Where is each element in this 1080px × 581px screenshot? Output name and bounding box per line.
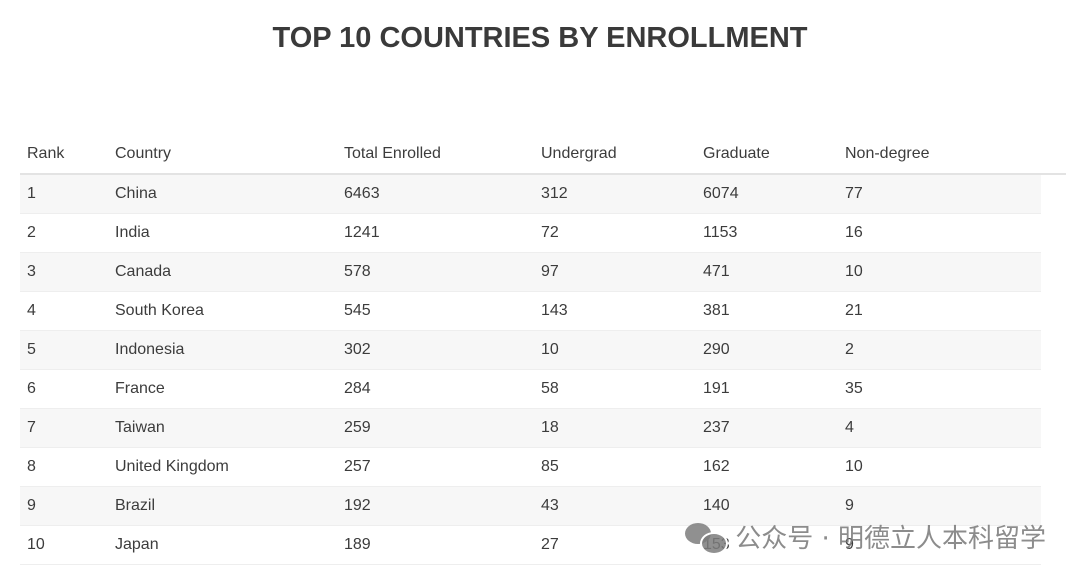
cell-country: United Kingdom — [115, 458, 229, 475]
table-row: 9 Brazil 192 43 140 9 — [20, 487, 1041, 526]
table-row: 3 Canada 578 97 471 10 — [20, 253, 1041, 292]
cell-undergrad: 58 — [541, 380, 559, 397]
table-header: Rank Country Total Enrolled Undergrad Gr… — [20, 135, 1066, 175]
cell-rank: 6 — [27, 380, 36, 397]
cell-graduate: 381 — [703, 302, 730, 319]
header-undergrad: Undergrad — [541, 145, 617, 162]
cell-rank: 1 — [27, 185, 36, 202]
cell-undergrad: 10 — [541, 341, 559, 358]
cell-graduate: 237 — [703, 419, 730, 436]
cell-total-enrolled: 6463 — [344, 185, 380, 202]
cell-rank: 9 — [27, 497, 36, 514]
watermark: 公众号 · 明德立人本科留学 — [685, 518, 1046, 555]
cell-non-degree: 2 — [845, 341, 854, 358]
cell-non-degree: 77 — [845, 185, 863, 202]
table-row: 1 China 6463 312 6074 77 — [20, 175, 1041, 214]
cell-country: Indonesia — [115, 341, 185, 358]
cell-total-enrolled: 192 — [344, 497, 371, 514]
cell-undergrad: 312 — [541, 185, 568, 202]
cell-graduate: 162 — [703, 458, 730, 475]
cell-total-enrolled: 259 — [344, 419, 371, 436]
cell-non-degree: 9 — [845, 497, 854, 514]
cell-total-enrolled: 578 — [344, 263, 371, 280]
cell-graduate: 471 — [703, 263, 730, 280]
header-rank: Rank — [27, 145, 65, 162]
cell-rank: 4 — [27, 302, 36, 319]
header-non-degree: Non-degree — [845, 145, 930, 162]
cell-undergrad: 85 — [541, 458, 559, 475]
header-country: Country — [115, 145, 172, 162]
cell-country: Taiwan — [115, 419, 165, 436]
table-row: 10 Japan 189 27 153 9 — [20, 526, 1041, 565]
cell-undergrad: 27 — [541, 536, 559, 553]
cell-undergrad: 43 — [541, 497, 559, 514]
cell-total-enrolled: 257 — [344, 458, 371, 475]
table-body: 1 China 6463 312 6074 77 2 India 1241 72… — [20, 175, 1041, 565]
table-row: 7 Taiwan 259 18 237 4 — [20, 409, 1041, 448]
cell-non-degree: 16 — [845, 224, 863, 241]
cell-total-enrolled: 302 — [344, 341, 371, 358]
cell-rank: 3 — [27, 263, 36, 280]
cell-total-enrolled: 284 — [344, 380, 371, 397]
cell-graduate: 140 — [703, 497, 730, 514]
table-row: 8 United Kingdom 257 85 162 10 — [20, 448, 1041, 487]
cell-non-degree: 4 — [845, 419, 854, 436]
cell-undergrad: 18 — [541, 419, 559, 436]
cell-rank: 7 — [27, 419, 36, 436]
cell-graduate: 6074 — [703, 185, 739, 202]
cell-graduate: 290 — [703, 341, 730, 358]
cell-non-degree: 21 — [845, 302, 863, 319]
cell-rank: 10 — [27, 536, 45, 553]
cell-rank: 5 — [27, 341, 36, 358]
cell-country: Brazil — [115, 497, 156, 514]
table-row: 4 South Korea 545 143 381 21 — [20, 292, 1041, 331]
wechat-icon — [685, 521, 729, 555]
cell-rank: 8 — [27, 458, 36, 475]
cell-non-degree: 10 — [845, 458, 863, 475]
cell-undergrad: 97 — [541, 263, 559, 280]
header-total-enrolled: Total Enrolled — [344, 145, 441, 162]
cell-country: France — [115, 380, 165, 397]
table-row: 6 France 284 58 191 35 — [20, 370, 1041, 409]
cell-total-enrolled: 545 — [344, 302, 371, 319]
cell-graduate: 191 — [703, 380, 730, 397]
cell-undergrad: 143 — [541, 302, 568, 319]
cell-rank: 2 — [27, 224, 36, 241]
cell-country: India — [115, 224, 150, 241]
enrollment-table: Rank Country Total Enrolled Undergrad Gr… — [20, 135, 1066, 565]
cell-country: Japan — [115, 536, 159, 553]
cell-total-enrolled: 189 — [344, 536, 371, 553]
cell-non-degree: 10 — [845, 263, 863, 280]
cell-country: Canada — [115, 263, 172, 280]
cell-non-degree: 9 — [845, 536, 854, 553]
table-row: 5 Indonesia 302 10 290 2 — [20, 331, 1041, 370]
cell-non-degree: 35 — [845, 380, 863, 397]
cell-country: South Korea — [115, 302, 204, 319]
cell-country: China — [115, 185, 157, 202]
cell-graduate: 1153 — [703, 224, 738, 241]
watermark-text: 公众号 · 明德立人本科留学 — [735, 524, 1046, 554]
table-row: 2 India 1241 72 1153 16 — [20, 214, 1041, 253]
page-title: TOP 10 COUNTRIES BY ENROLLMENT — [272, 22, 808, 54]
cell-total-enrolled: 1241 — [344, 224, 380, 241]
header-graduate: Graduate — [703, 145, 770, 162]
cell-undergrad: 72 — [541, 224, 559, 241]
